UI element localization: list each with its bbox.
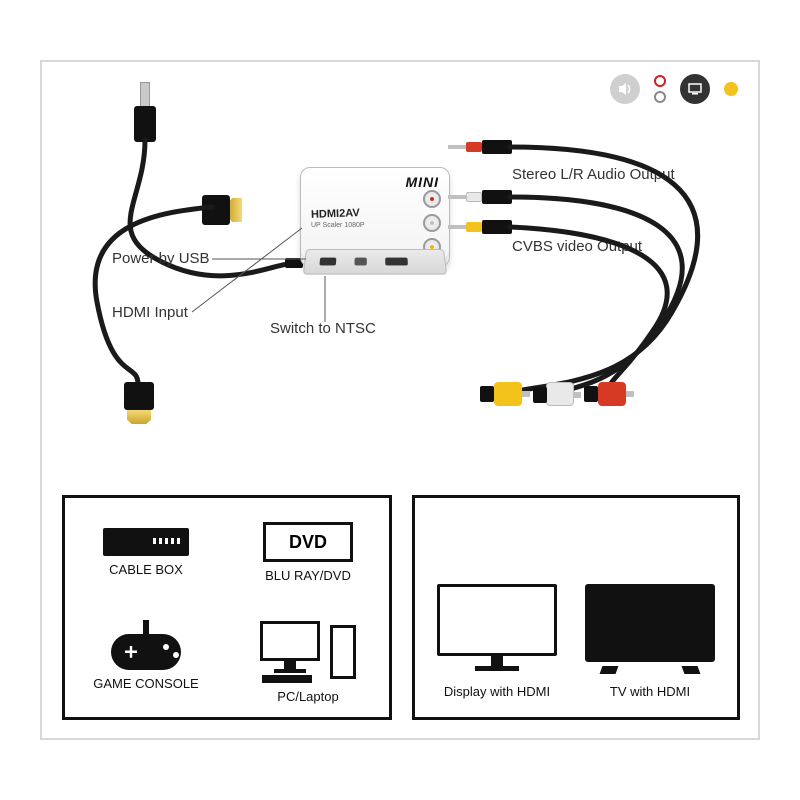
- converter-model: HDMI2AV: [311, 207, 360, 221]
- speaker-icon: [610, 74, 640, 104]
- hdmi-in-port: [385, 258, 408, 266]
- bluray-label: BLU RAY/DVD: [265, 568, 351, 583]
- converter-brand: MINI: [405, 174, 439, 190]
- rca-end-white: [546, 382, 574, 406]
- ring-red-icon: [654, 75, 666, 87]
- hdmi2av-converter: MINI HDMI2AV UP Scaler 1080P: [300, 167, 450, 277]
- ring-grey-icon: [654, 91, 666, 103]
- rca-ring-icons: [654, 75, 666, 103]
- hdmi-plug-large: [124, 382, 154, 422]
- label-power-usb: Power by USB: [112, 250, 210, 267]
- mini-usb-port: [319, 258, 336, 266]
- game-label: GAME CONSOLE: [93, 676, 198, 691]
- source-game-console: GAME CONSOLE: [65, 608, 227, 718]
- rca-end-yellow: [494, 382, 522, 406]
- displays-panel: Display with HDMI TV with HDMI: [412, 495, 740, 720]
- hdmi-plug-small: [202, 195, 242, 225]
- ntsc-switch: [354, 258, 366, 266]
- dvd-icon: DVD: [263, 522, 353, 562]
- rca-plug-red: [448, 140, 512, 154]
- legend: [610, 74, 738, 104]
- source-pc: PC/Laptop: [227, 608, 389, 718]
- pc-icon: [260, 621, 356, 683]
- cable-box-label: CABLE BOX: [109, 562, 183, 577]
- label-switch-ntsc: Switch to NTSC: [270, 320, 376, 337]
- converter-front-panel: [303, 249, 447, 275]
- rca-port-red: [423, 190, 441, 208]
- yellow-dot-icon: [724, 82, 738, 96]
- rca-end-red: [598, 382, 626, 406]
- converter-subtitle: UP Scaler 1080P: [311, 222, 365, 229]
- label-hdmi-input: HDMI Input: [112, 304, 188, 321]
- gamepad-icon: [111, 634, 181, 670]
- label-cvbs-out: CVBS video Output: [512, 238, 642, 255]
- display-tv: TV with HDMI: [585, 584, 715, 699]
- rca-plug-white: [448, 190, 512, 204]
- cable-box-icon: [103, 528, 189, 556]
- pc-label: PC/Laptop: [277, 689, 338, 704]
- product-diagram-frame: MINI HDMI2AV UP Scaler 1080P Power by US…: [40, 60, 760, 740]
- flat-tv-icon: [585, 584, 715, 674]
- display-monitor: Display with HDMI: [437, 584, 557, 699]
- label-stereo-out: Stereo L/R Audio Output: [512, 166, 675, 183]
- source-bluray: DVD BLU RAY/DVD: [227, 498, 389, 608]
- tv-label: TV with HDMI: [610, 684, 690, 699]
- tv-icon: [680, 74, 710, 104]
- monitor-icon: [437, 584, 557, 674]
- source-cable-box: CABLE BOX: [65, 498, 227, 608]
- wiring-diagram: MINI HDMI2AV UP Scaler 1080P Power by US…: [42, 62, 758, 482]
- monitor-label: Display with HDMI: [444, 684, 550, 699]
- usb-a-plug: [134, 82, 156, 142]
- rca-plug-yellow: [448, 220, 512, 234]
- sources-panel: CABLE BOX DVD BLU RAY/DVD GAME CONSOLE P…: [62, 495, 392, 720]
- rca-port-white: [423, 214, 441, 232]
